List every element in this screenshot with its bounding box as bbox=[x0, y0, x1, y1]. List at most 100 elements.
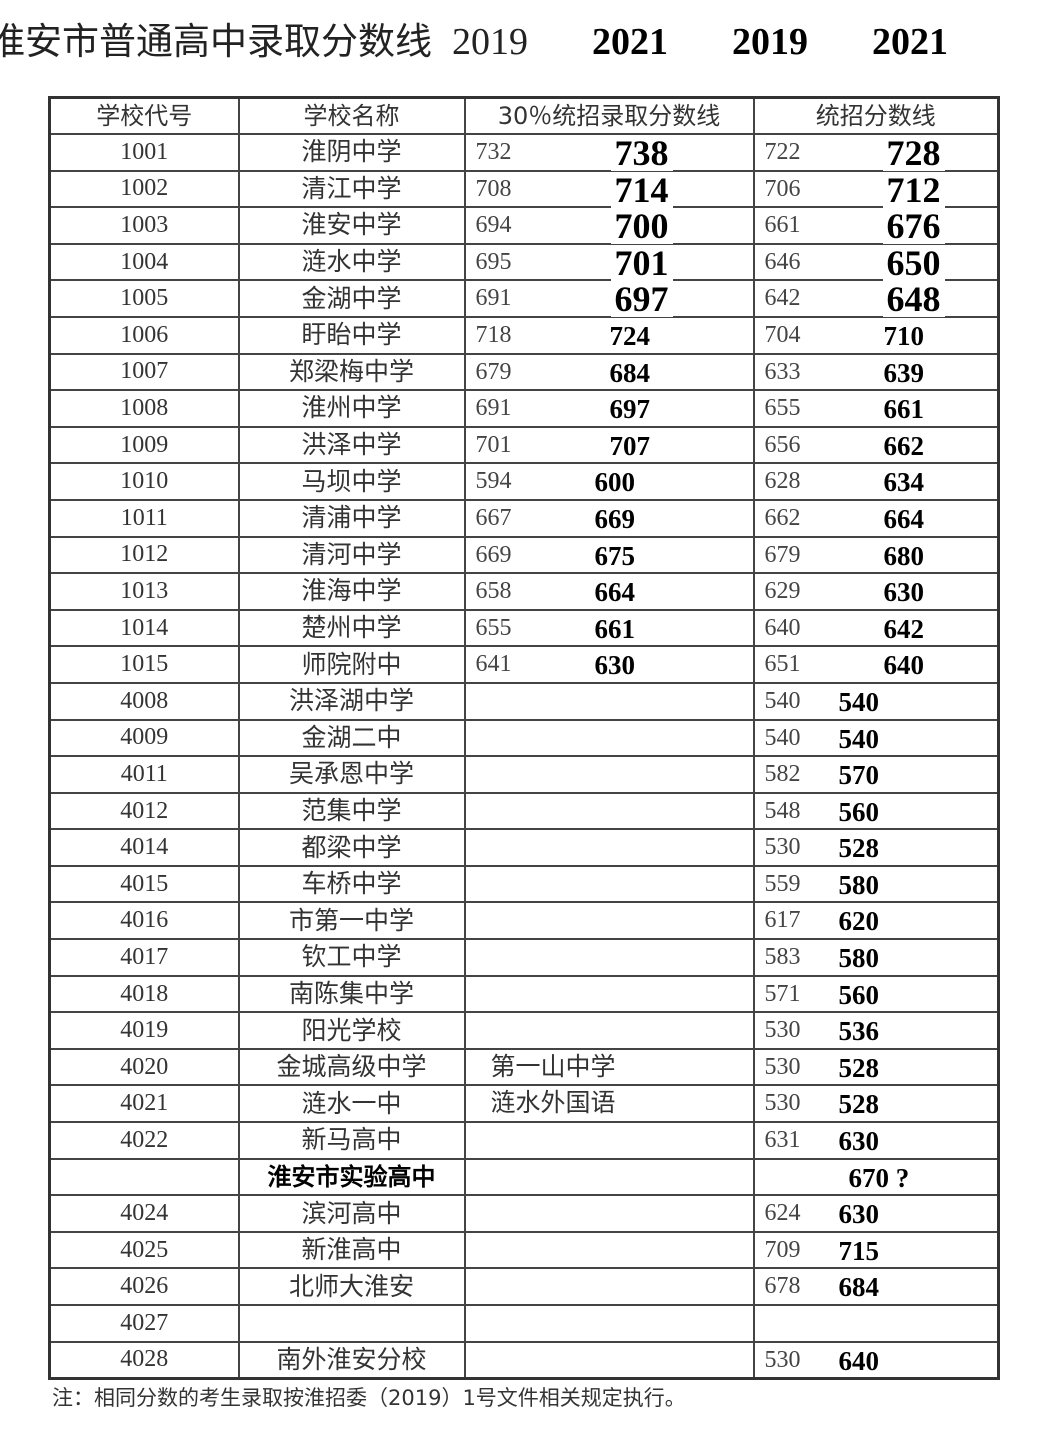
table-row: 4017 钦工中学 583 580 bbox=[48, 938, 1000, 977]
cell-unified-line: 540 540 bbox=[752, 681, 1000, 721]
score-unified-2021: 528 bbox=[834, 1091, 883, 1119]
cell-30pct-line bbox=[463, 1121, 755, 1160]
score-unified-2021: 664 bbox=[879, 505, 928, 533]
cell-unified-line: 583 580 bbox=[752, 938, 1000, 977]
cell-unified-line: 582 570 bbox=[752, 755, 1000, 794]
table-row: 4016 市第一中学 617 620 bbox=[48, 901, 1000, 941]
score-unified-2021: 620 bbox=[834, 908, 883, 936]
cell-unified-line: 709 715 bbox=[752, 1230, 1000, 1270]
table-row: 4020 金城高级中学 第一山中学 530 528 bbox=[48, 1047, 1000, 1087]
score-30pct-2019: 655 bbox=[475, 614, 512, 641]
footnote: 注：相同分数的考生录取按淮招委（2019）1号文件相关规定执行。 bbox=[52, 1386, 686, 1411]
score-30pct-2021: 664 bbox=[590, 579, 639, 607]
score-unified-2021: 662 bbox=[879, 432, 928, 460]
school-name: 盱眙中学 bbox=[237, 315, 466, 355]
school-code: 1005 bbox=[48, 279, 240, 318]
score-30pct-2019: 718 bbox=[475, 321, 512, 348]
score-unified-2019: 631 bbox=[764, 1127, 801, 1154]
school-name: 洪泽湖中学 bbox=[237, 681, 466, 721]
score-30pct-2021: 724 bbox=[605, 322, 654, 350]
cell-unified-line: 624 630 bbox=[752, 1194, 1000, 1233]
score-30pct-2021: 697 bbox=[610, 281, 673, 318]
table-row: 4024 滨河高中 624 630 bbox=[48, 1194, 1000, 1233]
school-name bbox=[237, 1304, 466, 1343]
score-30pct-2021: 707 bbox=[605, 432, 654, 460]
school-name: 清浦中学 bbox=[237, 498, 466, 538]
cell-30pct-line bbox=[463, 864, 755, 904]
score-30pct-2019: 641 bbox=[475, 651, 512, 678]
cell-30pct-line: 718 724 bbox=[463, 315, 755, 355]
school-name: 新马高中 bbox=[237, 1121, 466, 1160]
school-name: 师院附中 bbox=[237, 645, 466, 684]
table-row: 4027 bbox=[48, 1304, 1000, 1343]
score-unified-2021: 670 ? bbox=[844, 1164, 914, 1192]
table-row: 1012 清河中学 669 675 679 680 bbox=[48, 535, 1000, 575]
school-code: 4027 bbox=[48, 1304, 240, 1343]
score-unified-2019: 540 bbox=[764, 687, 801, 714]
score-unified-2021: 710 bbox=[879, 322, 928, 350]
school-code: 4008 bbox=[48, 681, 240, 721]
score-unified-2021: 728 bbox=[882, 135, 945, 171]
cell-30pct-line bbox=[463, 1267, 755, 1306]
cell-30pct-line: 695 701 bbox=[463, 242, 755, 282]
cell-unified-line: 661 676 bbox=[752, 206, 1000, 245]
score-30pct-2021: 661 bbox=[590, 615, 639, 643]
score-unified-2019: 617 bbox=[764, 907, 801, 934]
table-row: 淮安市实验高中 670 ? bbox=[48, 1157, 1000, 1197]
school-name: 楚州中学 bbox=[237, 608, 466, 648]
table-row: 1013 淮海中学 658 664 629 630 bbox=[48, 572, 1000, 611]
score-unified-2019: 651 bbox=[764, 651, 801, 678]
cell-unified-line: 656 662 bbox=[752, 425, 1000, 465]
school-name: 市第一中学 bbox=[237, 901, 466, 941]
cell-unified-line: 704 710 bbox=[752, 315, 1000, 355]
school-code: 4018 bbox=[48, 974, 240, 1014]
cell-unified-line: 640 642 bbox=[752, 608, 1000, 648]
cell-unified-line: 678 684 bbox=[752, 1267, 1000, 1306]
score-unified-2021: 680 bbox=[879, 542, 928, 570]
table-row: 4015 车桥中学 559 580 bbox=[48, 864, 1000, 904]
merged-school-name: 涟水外国语 bbox=[490, 1088, 616, 1118]
table-row: 4026 北师大淮安 678 684 bbox=[48, 1267, 1000, 1306]
score-unified-2019: 624 bbox=[764, 1200, 801, 1227]
school-code: 4016 bbox=[48, 901, 240, 941]
score-unified-2019: 530 bbox=[764, 1090, 801, 1117]
cell-unified-line: 655 661 bbox=[752, 389, 1000, 428]
cell-unified-line: 651 640 bbox=[752, 645, 1000, 684]
cell-unified-line: 631 630 bbox=[752, 1121, 1000, 1160]
score-unified-2019: 704 bbox=[764, 321, 801, 348]
score-unified-2021: 528 bbox=[834, 1054, 883, 1082]
cell-unified-line: 633 639 bbox=[752, 352, 1000, 392]
table-row: 4008 洪泽湖中学 540 540 bbox=[48, 681, 1000, 721]
cell-30pct-line bbox=[463, 938, 755, 977]
score-unified-2021: 648 bbox=[882, 281, 945, 318]
school-code: 4026 bbox=[48, 1267, 240, 1306]
score-30pct-2019: 732 bbox=[475, 139, 512, 165]
cell-30pct-line bbox=[463, 1157, 755, 1197]
school-name: 郑梁梅中学 bbox=[237, 352, 466, 392]
score-unified-2019: 629 bbox=[764, 578, 801, 605]
year-label-30pct-2021: 2021 bbox=[592, 21, 668, 63]
cell-unified-line: 670 ? bbox=[752, 1157, 1000, 1197]
school-code: 1007 bbox=[48, 352, 240, 392]
school-code: 1001 bbox=[48, 133, 240, 172]
table-row: 1007 郑梁梅中学 679 684 633 639 bbox=[48, 352, 1000, 392]
school-code: 4009 bbox=[48, 718, 240, 758]
school-code: 4022 bbox=[48, 1121, 240, 1160]
table-row: 1011 清浦中学 667 669 662 664 bbox=[48, 498, 1000, 538]
school-name: 清江中学 bbox=[237, 169, 466, 209]
page-title: 淮安市普通高中录取分数线 bbox=[0, 20, 432, 63]
score-unified-2021: 650 bbox=[882, 244, 945, 281]
score-unified-2019: 655 bbox=[764, 395, 801, 422]
table-row: 4025 新淮高中 709 715 bbox=[48, 1230, 1000, 1270]
score-unified-2019: 661 bbox=[764, 212, 801, 239]
table-row: 4021 涟水一中 涟水外国语 530 528 bbox=[48, 1084, 1000, 1124]
cell-30pct-line: 732 738 bbox=[463, 133, 755, 172]
table-row: 4011 吴承恩中学 582 570 bbox=[48, 755, 1000, 794]
table-row: 4009 金湖二中 540 540 bbox=[48, 718, 1000, 758]
school-name: 涟水一中 bbox=[237, 1084, 466, 1124]
school-name: 清河中学 bbox=[237, 535, 466, 575]
cell-unified-line: 706 712 bbox=[752, 169, 1000, 209]
cell-30pct-line: 691 697 bbox=[463, 389, 755, 428]
header-unified-line: 统招分数线 bbox=[752, 96, 1000, 135]
table-row: 1004 涟水中学 695 701 646 650 bbox=[48, 242, 1000, 282]
